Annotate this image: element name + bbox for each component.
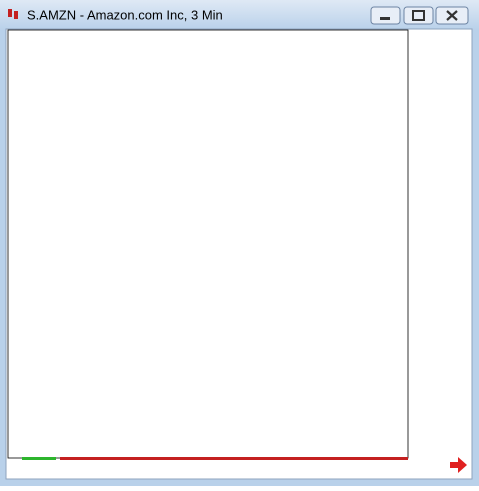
time-range-bar [60,457,408,460]
window-title: S.AMZN - Amazon.com Inc, 3 Min [27,7,223,22]
close-button[interactable] [435,6,469,25]
plot-area [7,29,409,459]
minimize-button[interactable] [370,6,401,25]
maximize-button[interactable] [403,6,434,25]
app-icon [8,9,18,19]
scroll-indicator [22,457,56,460]
scroll-right-arrow[interactable] [450,457,467,473]
